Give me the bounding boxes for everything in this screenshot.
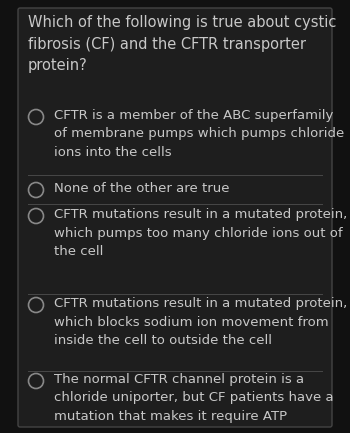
Text: Which of the following is true about cystic
fibrosis (CF) and the CFTR transport: Which of the following is true about cys… — [28, 15, 336, 73]
FancyBboxPatch shape — [18, 8, 332, 427]
Text: None of the other are true: None of the other are true — [54, 182, 230, 195]
Text: CFTR mutations result in a mutated protein,
which blocks sodium ion movement fro: CFTR mutations result in a mutated prote… — [54, 297, 347, 347]
Text: The normal CFTR channel protein is a
chloride uniporter, but CF patients have a
: The normal CFTR channel protein is a chl… — [54, 373, 334, 423]
Text: CFTR mutations result in a mutated protein,
which pumps too many chloride ions o: CFTR mutations result in a mutated prote… — [54, 208, 347, 258]
Text: CFTR is a member of the ABC superfamily
of membrane pumps which pumps chloride
i: CFTR is a member of the ABC superfamily … — [54, 109, 344, 159]
